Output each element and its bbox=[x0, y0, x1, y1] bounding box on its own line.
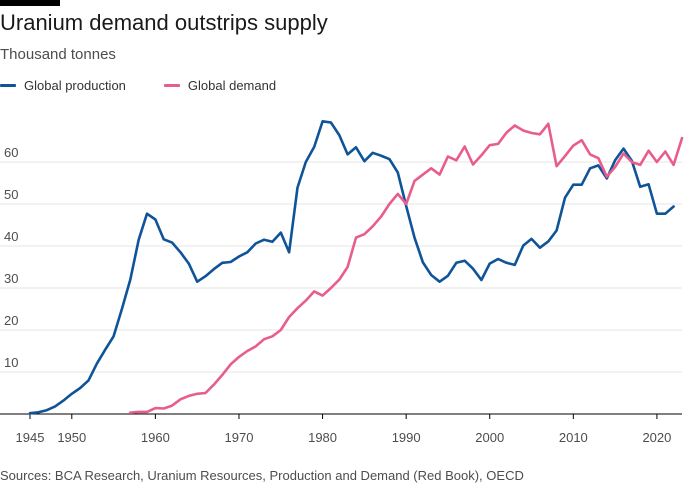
x-tick-label-2020: 2020 bbox=[642, 430, 671, 445]
y-tick-label-10: 10 bbox=[4, 355, 18, 370]
legend-item-production: Global production bbox=[0, 78, 126, 93]
legend-swatch-production bbox=[0, 84, 16, 87]
y-tick-label-20: 20 bbox=[4, 313, 18, 328]
x-tick-label-2010: 2010 bbox=[559, 430, 588, 445]
legend-swatch-demand bbox=[163, 84, 180, 87]
x-tick-label-1980: 1980 bbox=[308, 430, 337, 445]
y-tick-label-40: 40 bbox=[4, 229, 18, 244]
y-tick-label-60: 60 bbox=[4, 145, 18, 160]
demand-line bbox=[129, 122, 684, 414]
legend-item-demand: Global demand bbox=[163, 78, 277, 93]
legend: Global production Global demand bbox=[0, 78, 314, 93]
x-tick-label-1950: 1950 bbox=[57, 430, 86, 445]
y-tick-label-30: 30 bbox=[4, 271, 18, 286]
header-bar bbox=[0, 0, 60, 6]
legend-label-demand: Global demand bbox=[187, 78, 277, 93]
x-tick-label-1970: 1970 bbox=[225, 430, 254, 445]
x-tick-label-1960: 1960 bbox=[141, 430, 170, 445]
x-tick-label-1945: 1945 bbox=[16, 430, 45, 445]
production-line bbox=[28, 120, 675, 415]
y-tick-label-50: 50 bbox=[4, 187, 18, 202]
source-note: Sources: BCA Research, Uranium Resources… bbox=[0, 468, 524, 483]
x-tick-label-2000: 2000 bbox=[475, 430, 504, 445]
legend-label-production: Global production bbox=[24, 78, 126, 93]
chart-title: Uranium demand outstrips supply bbox=[0, 10, 328, 35]
chart-subtitle: Thousand tonnes bbox=[0, 46, 116, 63]
x-tick-label-1990: 1990 bbox=[392, 430, 421, 445]
